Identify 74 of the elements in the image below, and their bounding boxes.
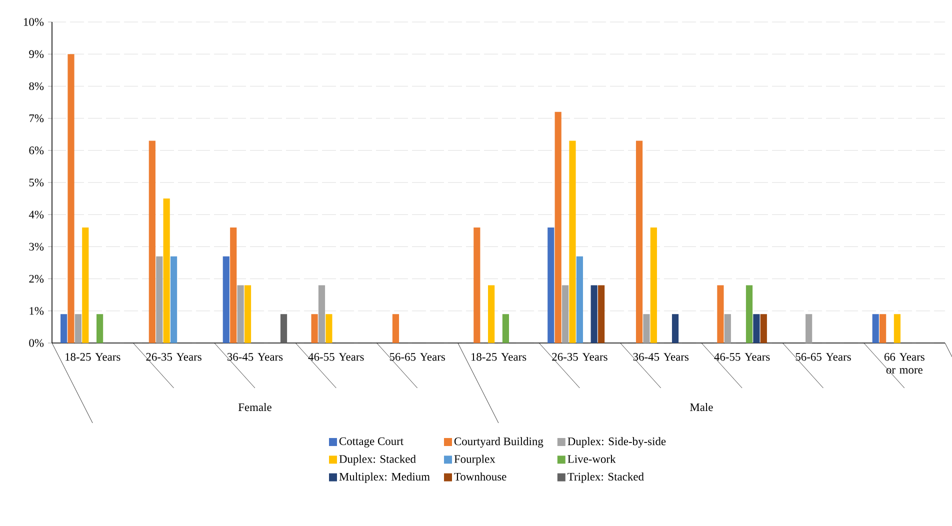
bar [163, 198, 170, 343]
x-tick-label: 26-35 Years [552, 353, 608, 361]
bar [311, 314, 318, 343]
legend-label: Multiplex: Medium [339, 472, 430, 483]
legend-label: Live-work [568, 454, 616, 463]
legend-label: Fourplex [454, 454, 496, 466]
bar [170, 256, 178, 343]
y-tick-label: 1% [30, 307, 44, 315]
bar [230, 227, 237, 343]
bar [880, 314, 886, 343]
x-tick-label: 36-45 Years [633, 353, 689, 361]
y-tick-label: 5% [29, 178, 44, 186]
x-tick-label: 46-55 Years [308, 353, 364, 361]
bar [237, 285, 244, 343]
bar [502, 314, 510, 343]
text: Male [690, 403, 713, 412]
text: Female [238, 403, 272, 412]
bar [68, 54, 74, 343]
bar [724, 314, 731, 343]
bar [148, 140, 156, 343]
bar [392, 314, 400, 343]
bar [488, 285, 495, 343]
bar [554, 112, 562, 343]
bar [576, 256, 583, 343]
x-tick-label: 26-35 Years [146, 353, 202, 361]
y-tick-label: 8% [29, 82, 44, 90]
y-tick-label: 3% [29, 242, 44, 251]
bar [717, 285, 724, 343]
x-tick-label: 56-65 Years [390, 353, 445, 361]
x-tick-label: 18-25 Years [66, 353, 120, 361]
bar [326, 314, 332, 343]
x-tick-label: 66 Years or more [884, 353, 924, 374]
bar [222, 256, 230, 343]
y-tick-label: 7% [29, 114, 44, 122]
legend-label: Duplex: Stacked [339, 454, 416, 466]
y-tick-label: 4% [28, 210, 44, 218]
bar [636, 140, 643, 343]
x-tick-label: 46-55 Years [714, 353, 770, 361]
bar [590, 285, 598, 343]
bar [753, 314, 760, 343]
bar [806, 314, 812, 343]
legend-label: Duplex: Side-by-side [568, 437, 666, 448]
x-tick-label: 18-25 Years [471, 353, 526, 361]
bar [82, 227, 89, 343]
bar [569, 140, 576, 343]
y-tick-label: 2% [29, 274, 44, 283]
bar [74, 314, 82, 343]
bar [760, 314, 767, 343]
y-tick-label: 6% [29, 146, 44, 154]
bar [894, 314, 901, 343]
bar [280, 314, 288, 343]
legend-label: Cottage Court [339, 437, 404, 448]
y-tick-label: 9% [29, 50, 44, 58]
legend-label: Courtyard Building [454, 437, 544, 448]
legend-label: Townhouse [454, 472, 506, 481]
bar [548, 227, 554, 343]
bar [872, 314, 879, 343]
bar [650, 227, 657, 343]
bar [318, 285, 326, 343]
bar [96, 314, 104, 343]
bar [60, 314, 68, 343]
bar [672, 314, 679, 343]
bar [156, 256, 163, 343]
bar [562, 285, 569, 343]
bar [244, 285, 252, 343]
bar [598, 285, 605, 343]
legend-label: Triplex: Stacked [568, 472, 644, 483]
bar [643, 314, 650, 343]
x-tick-label: 56-65 Years [796, 353, 851, 361]
bar [746, 285, 753, 343]
y-tick-label: 10% [24, 18, 44, 26]
y-tick-label: 0% [29, 339, 44, 347]
bar [474, 227, 480, 343]
x-tick-label: 36-45 Years [227, 353, 283, 361]
